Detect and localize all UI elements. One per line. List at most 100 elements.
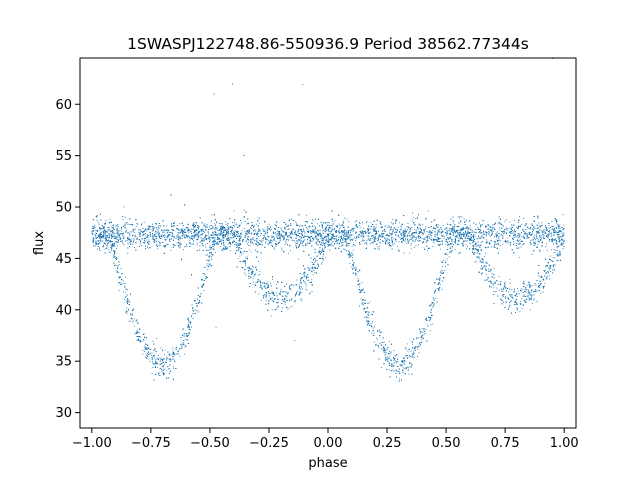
data-point <box>206 235 208 236</box>
data-point <box>262 239 264 241</box>
data-point <box>232 222 233 223</box>
data-point <box>142 234 144 236</box>
data-point <box>359 292 361 293</box>
data-point <box>349 236 351 238</box>
data-point <box>290 234 291 236</box>
data-point <box>435 298 437 300</box>
data-point <box>434 235 436 237</box>
data-point <box>159 244 161 246</box>
data-point <box>441 234 443 236</box>
data-point <box>447 232 448 234</box>
data-point <box>481 236 483 238</box>
data-point <box>458 232 459 234</box>
data-point <box>129 239 131 241</box>
data-point <box>331 228 333 230</box>
data-point <box>223 232 225 233</box>
data-point <box>303 275 305 277</box>
data-point <box>540 237 542 239</box>
data-point <box>268 292 270 294</box>
data-point <box>189 237 191 239</box>
data-point <box>277 282 279 283</box>
data-point <box>406 236 408 237</box>
data-point <box>344 228 346 230</box>
data-point <box>189 242 191 244</box>
data-point <box>239 239 240 240</box>
data-point <box>116 236 118 238</box>
data-point <box>273 247 275 249</box>
data-point <box>199 242 201 243</box>
data-point <box>253 275 255 277</box>
data-point <box>92 239 94 241</box>
data-point <box>215 224 216 226</box>
data-point <box>92 242 94 244</box>
data-point <box>148 235 150 237</box>
data-point <box>330 242 332 244</box>
data-point <box>104 248 106 250</box>
data-point <box>349 255 351 257</box>
data-point <box>437 240 439 241</box>
data-point <box>177 225 178 226</box>
data-point <box>397 370 399 372</box>
data-point <box>248 249 250 251</box>
data-point <box>527 293 529 295</box>
data-point <box>250 268 252 269</box>
data-point <box>365 222 367 223</box>
data-point <box>508 291 509 293</box>
data-point <box>550 265 552 266</box>
data-point <box>445 260 447 262</box>
data-point <box>271 309 273 311</box>
data-point <box>113 255 115 256</box>
data-point <box>123 206 125 208</box>
data-point <box>105 239 107 241</box>
data-point <box>502 290 504 292</box>
data-point <box>545 226 547 228</box>
data-point <box>172 225 174 226</box>
data-point <box>206 269 208 271</box>
data-point <box>534 234 536 236</box>
data-point <box>476 243 478 245</box>
data-point <box>255 230 257 232</box>
data-point <box>451 228 453 230</box>
data-point <box>488 270 490 272</box>
data-point <box>117 236 119 238</box>
data-point <box>301 300 303 302</box>
data-point <box>284 228 285 229</box>
data-point <box>306 214 307 216</box>
data-point <box>117 226 119 228</box>
data-point <box>270 228 272 230</box>
data-point <box>410 236 412 238</box>
data-point <box>117 224 119 225</box>
data-point <box>488 281 490 282</box>
data-point <box>296 284 298 286</box>
data-point <box>418 231 420 232</box>
data-point <box>355 239 356 241</box>
data-point <box>480 235 482 237</box>
data-point <box>285 240 287 242</box>
data-point <box>423 232 425 234</box>
data-point <box>314 262 316 263</box>
data-point <box>146 239 148 241</box>
data-point <box>233 240 235 242</box>
data-point <box>484 265 485 266</box>
data-point <box>205 230 207 232</box>
data-point <box>197 298 199 300</box>
data-point <box>396 366 398 368</box>
data-point <box>187 230 189 232</box>
data-point <box>558 245 560 247</box>
data-point <box>349 230 351 232</box>
data-point <box>375 228 376 229</box>
data-point <box>201 242 203 244</box>
data-point <box>513 237 515 238</box>
data-point <box>463 229 464 230</box>
data-point <box>158 245 160 246</box>
data-point <box>520 288 522 290</box>
data-point <box>128 239 129 241</box>
data-point <box>389 353 391 355</box>
data-point <box>377 247 378 249</box>
data-point <box>94 226 96 228</box>
data-point <box>484 233 485 235</box>
data-point <box>466 240 468 242</box>
data-point <box>425 236 427 238</box>
data-point <box>260 233 262 234</box>
data-point <box>173 237 175 239</box>
